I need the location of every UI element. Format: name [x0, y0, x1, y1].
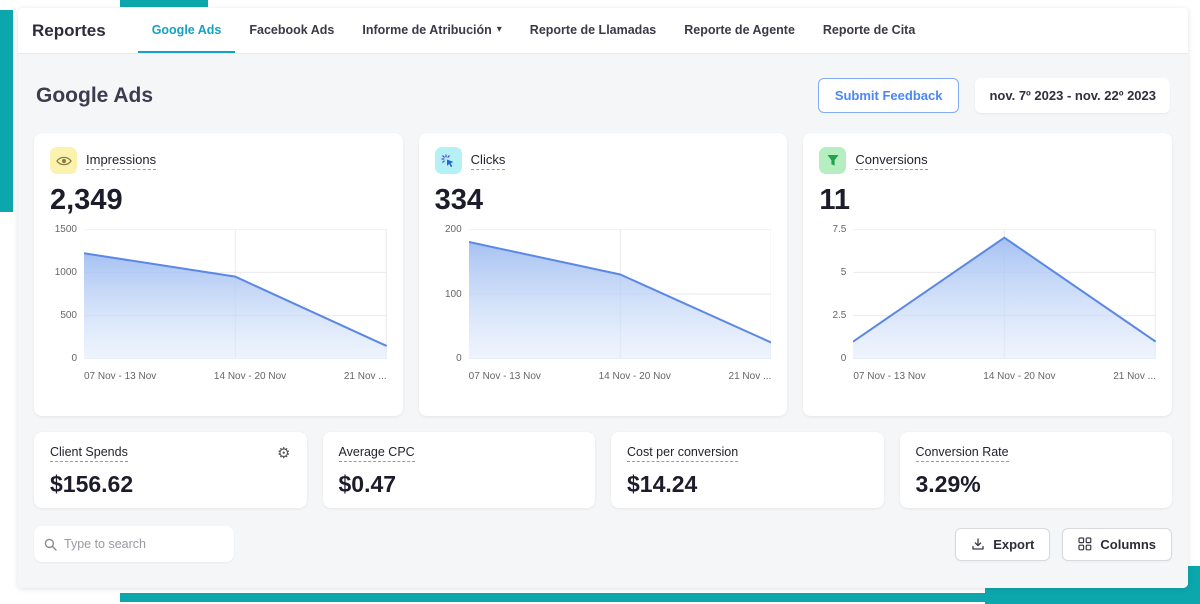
stat-card-conversion-rate: Conversion Rate 3.29%	[899, 432, 1172, 508]
page-title: Google Ads	[36, 83, 154, 107]
stat-cards-row: Client Spends ⚙ $156.62 Average CPC $0.4…	[34, 432, 1172, 508]
columns-icon	[1078, 537, 1092, 551]
page-header: Google Ads Submit Feedback nov. 7º 2023 …	[36, 78, 1170, 113]
stat-card-client-spends: Client Spends ⚙ $156.62	[34, 432, 307, 508]
export-icon	[971, 537, 985, 551]
metric-label: Clicks	[470, 152, 506, 170]
metric-cards-row: Impressions 2,349 1500 1000 500 0 07 Nov - …	[34, 133, 1173, 416]
stat-card-cost-per-conversion: Cost per conversion $14.24	[611, 432, 884, 508]
top-nav: Reportes Google Ads Facebook Ads Informe…	[18, 8, 1188, 54]
nav-title: Reportes	[32, 20, 106, 40]
content-area: Google Ads Submit Feedback nov. 7º 2023 …	[18, 54, 1188, 588]
stat-label: Cost per conversion	[627, 445, 739, 462]
metric-value: 11	[819, 184, 851, 216]
metric-card-clicks: Clicks 334 200 100 0 07 Nov - 13 Nov 14 Nov…	[418, 133, 788, 416]
teal-accent-bar-bottom	[120, 593, 998, 602]
tab-reporte-agente[interactable]: Reporte de Agente	[684, 22, 795, 37]
stat-label: Average CPC	[338, 445, 415, 462]
stat-value: 3.29%	[915, 471, 981, 497]
stat-label: Conversion Rate	[915, 445, 1009, 462]
metric-value: 334	[434, 184, 484, 216]
dashboard-card: Reportes Google Ads Facebook Ads Informe…	[18, 8, 1188, 588]
tab-google-ads[interactable]: Google Ads	[137, 8, 236, 53]
tab-reporte-cita[interactable]: Reporte de Cita	[822, 22, 916, 37]
tab-facebook-ads[interactable]: Facebook Ads	[249, 22, 335, 37]
metric-label: Conversions	[855, 152, 928, 170]
date-range[interactable]: nov. 7º 2023 - nov. 22º 2023	[975, 78, 1170, 113]
tab-reporte-llamadas[interactable]: Reporte de Llamadas	[529, 22, 657, 37]
conversions-chart: 7.5 5 2.5 0 07 Nov - 13 Nov 14 Nov - 20 Nov 2…	[832, 224, 1157, 382]
clicks-chart: 200 100 0 07 Nov - 13 Nov 14 Nov - 20 Nov 21…	[444, 224, 772, 382]
footer-bar: Export Columns	[34, 526, 1172, 562]
search-input[interactable]	[64, 537, 224, 551]
stat-card-average-cpc: Average CPC $0.47	[322, 432, 595, 508]
metric-card-impressions: Impressions 2,349 1500 1000 500 0 07 Nov - …	[34, 133, 403, 416]
click-icon	[434, 147, 462, 174]
search-box	[34, 526, 234, 562]
funnel-icon	[819, 147, 847, 174]
settings-icon[interactable]: ⚙	[277, 445, 291, 462]
teal-accent-bar-top	[120, 0, 208, 7]
stat-value: $14.24	[627, 471, 698, 497]
stat-label: Client Spends	[50, 445, 128, 462]
submit-feedback-button[interactable]: Submit Feedback	[817, 78, 960, 113]
export-button[interactable]: Export	[955, 527, 1051, 561]
search-icon	[44, 538, 57, 551]
impressions-chart: 1500 1000 500 0 07 Nov - 13 Nov 14 Nov - 20 …	[54, 224, 387, 382]
chevron-down-icon: ▾	[496, 24, 502, 35]
stat-value: $0.47	[338, 471, 397, 497]
stat-value: $156.62	[50, 471, 134, 497]
columns-button[interactable]: Columns	[1062, 527, 1172, 561]
metric-label: Impressions	[86, 152, 157, 170]
tab-informe-atribucion[interactable]: Informe de Atribución ▾	[362, 22, 502, 37]
teal-accent-bar-left	[0, 10, 13, 212]
metric-value: 2,349	[50, 184, 123, 216]
metric-card-conversions: Conversions 11 7.5 5 2.5 0 07 Nov - 13 Nov 1…	[803, 133, 1173, 416]
eye-icon	[50, 147, 77, 174]
